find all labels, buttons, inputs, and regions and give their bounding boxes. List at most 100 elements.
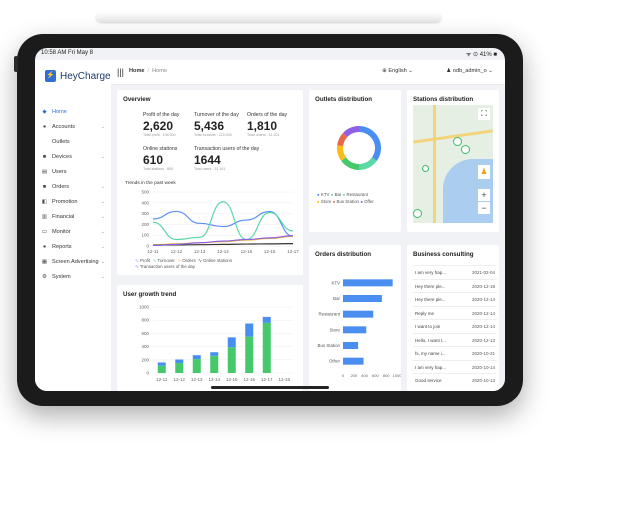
pie-slice bbox=[341, 157, 360, 170]
table-row[interactable]: I want to join 2020-12-14 bbox=[413, 319, 497, 333]
reports-icon: ● bbox=[42, 243, 47, 250]
x-tick-label: 12-11 bbox=[156, 377, 168, 382]
promotion-icon: ◧ bbox=[41, 198, 48, 205]
sidebar-item-home[interactable]: ◆ Home bbox=[35, 104, 111, 119]
menu-toggle-icon[interactable]: ||| bbox=[117, 67, 125, 77]
chevron-down-icon: ⌄ bbox=[100, 183, 105, 190]
bar bbox=[343, 342, 359, 349]
legend-online: ∿ Online stations bbox=[198, 258, 233, 263]
y-tick-label: Other bbox=[329, 359, 341, 364]
legend-restaurant: ● Restaurant bbox=[342, 192, 369, 197]
y-tick-label: 400 bbox=[141, 344, 149, 349]
sidebar-item-monitor[interactable]: ▭ Monitor ⌄ bbox=[35, 224, 111, 239]
sidebar-item-label: System bbox=[52, 273, 71, 280]
stations-map[interactable]: ⛶ ♟ + − bbox=[413, 105, 493, 223]
language-value: English bbox=[388, 68, 407, 74]
map-road bbox=[433, 105, 436, 223]
y-tick-label: 200 bbox=[141, 222, 149, 227]
breadcrumb-current: Home bbox=[152, 68, 168, 74]
consulting-message: Hey there ple... bbox=[415, 283, 446, 289]
sidebar-item-label: Accounts bbox=[52, 123, 76, 130]
bar bbox=[192, 355, 201, 360]
status-bar: 10:58 AM Fri May 8 ᯤ ⊙ 41% ■ bbox=[35, 48, 505, 60]
consulting-date: 2020-12-13 bbox=[471, 337, 495, 343]
sidebar-item-promotion[interactable]: ◧ Promotion ⌄ bbox=[35, 194, 111, 209]
table-row[interactable]: Reply me 2020-12-14 bbox=[413, 305, 497, 320]
sidebar-item-label: Devices bbox=[52, 153, 72, 160]
bar bbox=[210, 352, 219, 356]
table-row[interactable]: hi, my name i... 2020-10-21 bbox=[413, 346, 497, 360]
user-menu[interactable]: ♟ odb_admin_o ⌄ bbox=[446, 68, 493, 74]
y-tick-label: 200 bbox=[141, 357, 149, 362]
table-row[interactable]: Hello, I want t... 2020-12-13 bbox=[413, 332, 497, 347]
x-tick-label: 12-14 bbox=[217, 249, 229, 254]
consulting-date: 2020-12-14 bbox=[471, 297, 495, 302]
sidebar-item-screen-advertising[interactable]: ▦ Screen Advertising ⌄ bbox=[35, 254, 111, 269]
street-view-icon[interactable]: ♟ bbox=[478, 165, 490, 179]
y-tick-label: 0 bbox=[146, 371, 149, 376]
stat-subtext: Total profit : 108,000 bbox=[143, 133, 176, 137]
map-pin[interactable] bbox=[453, 137, 462, 146]
outlets-legend: ● KTV ● Bar ● Restaurant ● Store ● Bus S… bbox=[317, 191, 399, 205]
table-row[interactable]: I am very hap... 2021-02-04 bbox=[413, 265, 497, 279]
y-tick-label: 1000 bbox=[139, 305, 150, 310]
x-tick-label: 12-16 bbox=[243, 377, 255, 382]
sidebar-item-outlets[interactable]: Outlets bbox=[35, 134, 111, 149]
stat-label: Transaction users of the day bbox=[194, 146, 260, 152]
table-row[interactable]: Good service 2020-10-13 bbox=[413, 373, 497, 387]
table-row[interactable]: Hey there ple... 2020-12-18 bbox=[413, 278, 497, 293]
chevron-down-icon: ⌄ bbox=[100, 258, 105, 265]
orders-dist-title: Orders distribution bbox=[315, 251, 372, 258]
financial-icon: ▥ bbox=[41, 213, 48, 220]
app-logo[interactable]: ⚡ HeyCharge bbox=[45, 70, 111, 82]
home-indicator[interactable] bbox=[211, 386, 329, 389]
sidebar-item-label: Outlets bbox=[52, 138, 70, 145]
legend-bus-station: ● Bus Station bbox=[332, 199, 359, 204]
user-growth-bar-chart: 0 200 400 600 800 1000 12-11 12-12 12-13 12-14 12-… bbox=[139, 305, 293, 382]
x-tick-label: 12-14 bbox=[208, 377, 220, 382]
consulting-message: Hello, I want t... bbox=[415, 337, 447, 343]
consulting-date: 2020-12-18 bbox=[471, 283, 495, 289]
sidebar-item-accounts[interactable]: ● Accounts ⌄ bbox=[35, 119, 111, 134]
orders-dist-card: Orders distribution KTV Bar Restaurant Stor… bbox=[309, 245, 401, 391]
map-pin[interactable] bbox=[422, 165, 429, 172]
tablet-screen: 10:58 AM Fri May 8 ᯤ ⊙ 41% ■ ⚡ HeyCharge… bbox=[35, 48, 505, 391]
x-tick-label: 200 bbox=[350, 373, 357, 378]
stat-value: 610 bbox=[143, 153, 164, 167]
sidebar-item-label: Users bbox=[52, 168, 67, 175]
language-selector[interactable]: ⊕ English ⌄ bbox=[382, 68, 413, 74]
map-pin[interactable] bbox=[413, 209, 422, 218]
table-row[interactable]: Hey there ple... 2020-12-14 bbox=[413, 292, 497, 306]
home-icon: ◆ bbox=[42, 108, 47, 115]
sidebar-item-system[interactable]: ⚙ System ⌄ bbox=[35, 269, 111, 284]
outlets-title: Outlets distribution bbox=[315, 96, 373, 103]
consulting-date: 2020-10-13 bbox=[471, 378, 495, 383]
chevron-down-icon: ⌄ bbox=[100, 228, 105, 235]
monitor-icon: ▭ bbox=[41, 228, 48, 235]
status-time: 10:58 AM Fri May 8 bbox=[41, 50, 94, 56]
trend-legend: ∿ Profit ∿ Turnover ∿ Orders ∿ Online st… bbox=[135, 258, 295, 270]
sidebar-item-reports[interactable]: ● Reports ⌄ bbox=[35, 239, 111, 254]
fullscreen-icon[interactable]: ⛶ bbox=[478, 108, 490, 120]
legend-ktv: ● KTV bbox=[317, 192, 330, 197]
map-pin[interactable] bbox=[461, 145, 470, 154]
user-icon: ● bbox=[42, 123, 47, 130]
table-row[interactable]: I am very hap... 2020-10-14 bbox=[413, 359, 497, 374]
zoom-out-button[interactable]: − bbox=[478, 202, 490, 214]
pie-slice bbox=[337, 145, 347, 161]
sidebar-item-devices[interactable]: ■ Devices ⌄ bbox=[35, 149, 111, 164]
stat-subtext: Total stations : 800 bbox=[143, 167, 173, 171]
sidebar-item-financial[interactable]: ▥ Financial ⌄ bbox=[35, 209, 111, 224]
bar bbox=[175, 359, 184, 364]
x-tick-label: 12-12 bbox=[173, 377, 185, 382]
chevron-down-icon: ⌄ bbox=[486, 68, 493, 74]
sidebar-item-users[interactable]: ▤ Users bbox=[35, 164, 111, 179]
stations-card: Stations distribution ⛶ ♟ + − bbox=[407, 90, 499, 232]
sidebar-item-orders[interactable]: ■ Orders ⌄ bbox=[35, 179, 111, 194]
zoom-in-button[interactable]: + bbox=[478, 189, 490, 201]
advertising-icon: ▦ bbox=[41, 258, 48, 265]
x-tick-label: 12-12 bbox=[171, 249, 183, 254]
stations-title: Stations distribution bbox=[413, 96, 474, 103]
legend-orders: ∿ Orders bbox=[177, 258, 196, 263]
breadcrumb-root[interactable]: Home bbox=[129, 68, 145, 74]
